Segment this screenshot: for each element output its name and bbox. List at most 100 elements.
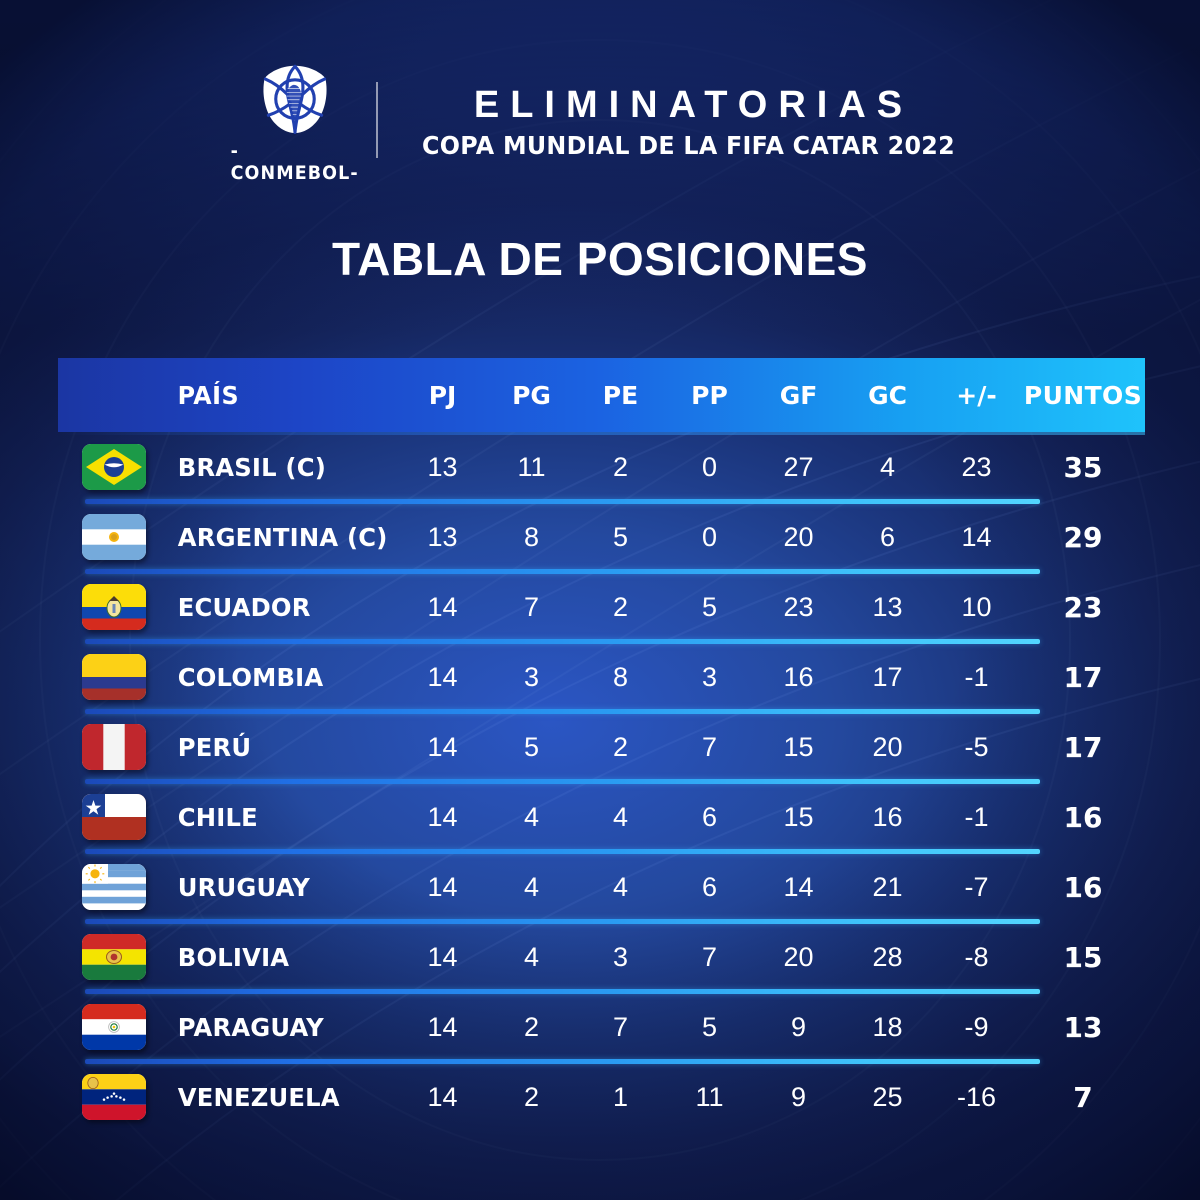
table-body: BRASIL (C) 13 11 2 0 27 4 23 35 ARGENTINA (C) 13 8 5… bbox=[58, 432, 1145, 1132]
row-flag-cell bbox=[58, 654, 170, 700]
row-cell-puntos: 16 bbox=[1063, 800, 1103, 834]
table-row[interactable]: BOLIVIA 14 4 3 7 20 28 -8 15 bbox=[58, 922, 1145, 994]
row-separator bbox=[85, 989, 1040, 994]
row-country-name: BRASIL (C) bbox=[177, 452, 326, 482]
brand-bar: -CONMEBOL- ELIMINATORIAS COPA MUNDIAL DE… bbox=[0, 62, 1200, 184]
row-cell-pg: 4 bbox=[523, 871, 540, 902]
row-cell-pp: 11 bbox=[695, 1081, 724, 1112]
competition-titles: ELIMINATORIAS COPA MUNDIAL DE LA FIFA CA… bbox=[408, 84, 969, 160]
row-flag-cell bbox=[58, 864, 170, 910]
row-country-name: VENEZUELA bbox=[177, 1082, 340, 1112]
row-cell-dif: -16 bbox=[956, 1081, 997, 1112]
table-row[interactable]: PERÚ 14 5 2 7 15 20 -5 17 bbox=[58, 712, 1145, 784]
table-header: PAÍS PJ PG PE PP GF GC +/- PUNTOS bbox=[58, 358, 1145, 435]
row-flag-cell bbox=[58, 584, 170, 630]
row-separator bbox=[85, 919, 1040, 924]
row-cell-pj: 14 bbox=[427, 941, 458, 972]
row-cell-dif: -8 bbox=[964, 941, 989, 972]
row-cell-pj: 14 bbox=[427, 801, 458, 832]
table-row[interactable]: URUGUAY 14 4 4 6 14 21 -7 16 bbox=[58, 852, 1145, 924]
row-cell-pe: 3 bbox=[612, 941, 629, 972]
row-country-name: PARAGUAY bbox=[177, 1012, 324, 1042]
table-row[interactable]: VENEZUELA 14 2 1 11 9 25 -16 7 bbox=[58, 1062, 1145, 1132]
row-cell-dif: -9 bbox=[964, 1011, 989, 1042]
row-cell-puntos: 29 bbox=[1063, 520, 1103, 554]
row-country-name: CHILE bbox=[177, 802, 258, 832]
row-cell-puntos: 15 bbox=[1063, 940, 1103, 974]
row-country-name: BOLIVIA bbox=[177, 942, 290, 972]
row-cell-pp: 7 bbox=[701, 941, 718, 972]
row-cell-pe: 2 bbox=[612, 731, 629, 762]
row-cell-dif: -1 bbox=[964, 661, 989, 692]
table-row[interactable]: COLOMBIA 14 3 8 3 16 17 -1 17 bbox=[58, 642, 1145, 714]
standings-table: PAÍS PJ PG PE PP GF GC +/- PUNTOS BRASIL… bbox=[58, 358, 1145, 1132]
row-cell-gf: 14 bbox=[783, 871, 814, 902]
row-flag-cell bbox=[58, 444, 170, 490]
row-cell-pp: 7 bbox=[701, 731, 718, 762]
row-cell-pg: 2 bbox=[523, 1081, 540, 1112]
row-cell-pp: 0 bbox=[701, 451, 718, 482]
flag-uruguay-icon bbox=[82, 864, 146, 910]
row-cell-dif: 10 bbox=[961, 591, 992, 622]
column-header-pp: PP bbox=[691, 380, 728, 410]
row-cell-gf: 27 bbox=[783, 451, 814, 482]
row-cell-gc: 16 bbox=[872, 801, 903, 832]
flag-peru-icon bbox=[82, 724, 146, 770]
table-row[interactable]: ECUADOR 14 7 2 5 23 13 10 23 bbox=[58, 572, 1145, 644]
row-cell-gf: 20 bbox=[783, 941, 814, 972]
row-cell-gc: 20 bbox=[872, 731, 903, 762]
row-cell-pj: 14 bbox=[427, 871, 458, 902]
row-cell-pj: 13 bbox=[427, 451, 458, 482]
row-cell-gf: 9 bbox=[790, 1011, 807, 1042]
row-cell-gc: 28 bbox=[872, 941, 903, 972]
row-separator bbox=[85, 499, 1040, 504]
row-cell-gf: 23 bbox=[783, 591, 814, 622]
competition-subtitle: COPA MUNDIAL DE LA FIFA CATAR 2022 bbox=[421, 130, 955, 160]
row-cell-puntos: 17 bbox=[1063, 660, 1103, 694]
row-cell-gc: 21 bbox=[872, 871, 903, 902]
row-cell-pe: 4 bbox=[612, 801, 629, 832]
row-flag-cell bbox=[58, 724, 170, 770]
row-country-name: ARGENTINA (C) bbox=[177, 522, 388, 552]
row-cell-puntos: 16 bbox=[1063, 870, 1103, 904]
row-cell-dif: 23 bbox=[961, 451, 992, 482]
row-cell-gc: 4 bbox=[879, 451, 896, 482]
row-cell-gc: 25 bbox=[872, 1081, 903, 1112]
row-cell-pp: 0 bbox=[701, 521, 718, 552]
row-cell-pp: 6 bbox=[701, 801, 718, 832]
row-flag-cell bbox=[58, 1004, 170, 1050]
row-flag-cell bbox=[58, 1074, 170, 1120]
row-cell-pg: 4 bbox=[523, 801, 540, 832]
table-row[interactable]: PARAGUAY 14 2 7 5 9 18 -9 13 bbox=[58, 992, 1145, 1064]
row-cell-pp: 6 bbox=[701, 871, 718, 902]
flag-chile-icon bbox=[82, 794, 146, 840]
row-cell-pj: 14 bbox=[427, 1081, 458, 1112]
table-row[interactable]: ARGENTINA (C) 13 8 5 0 20 6 14 29 bbox=[58, 502, 1145, 574]
row-cell-pg: 4 bbox=[523, 941, 540, 972]
row-country-name: ECUADOR bbox=[177, 592, 311, 622]
row-flag-cell bbox=[58, 934, 170, 980]
row-cell-dif: -7 bbox=[964, 871, 989, 902]
row-cell-gc: 17 bbox=[872, 661, 903, 692]
row-separator bbox=[85, 1059, 1040, 1064]
row-cell-pj: 13 bbox=[427, 521, 458, 552]
page-title: TABLA DE POSICIONES bbox=[332, 233, 868, 285]
row-cell-pe: 1 bbox=[612, 1081, 629, 1112]
row-cell-pe: 4 bbox=[612, 871, 629, 902]
flag-ecuador-icon bbox=[82, 584, 146, 630]
table-row[interactable]: BRASIL (C) 13 11 2 0 27 4 23 35 bbox=[58, 432, 1145, 504]
table-row[interactable]: CHILE 14 4 4 6 15 16 -1 16 bbox=[58, 782, 1145, 854]
competition-title: ELIMINATORIAS bbox=[473, 84, 914, 127]
row-cell-pp: 3 bbox=[701, 661, 718, 692]
row-cell-puntos: 35 bbox=[1063, 450, 1103, 484]
flag-brasil-icon bbox=[82, 444, 146, 490]
row-cell-puntos: 17 bbox=[1063, 730, 1103, 764]
row-cell-gc: 18 bbox=[872, 1011, 903, 1042]
row-cell-pg: 2 bbox=[523, 1011, 540, 1042]
flag-venezuela-icon bbox=[82, 1074, 146, 1120]
row-cell-pg: 11 bbox=[517, 451, 546, 482]
row-flag-cell bbox=[58, 794, 170, 840]
row-separator bbox=[85, 639, 1040, 644]
row-cell-pj: 14 bbox=[427, 731, 458, 762]
